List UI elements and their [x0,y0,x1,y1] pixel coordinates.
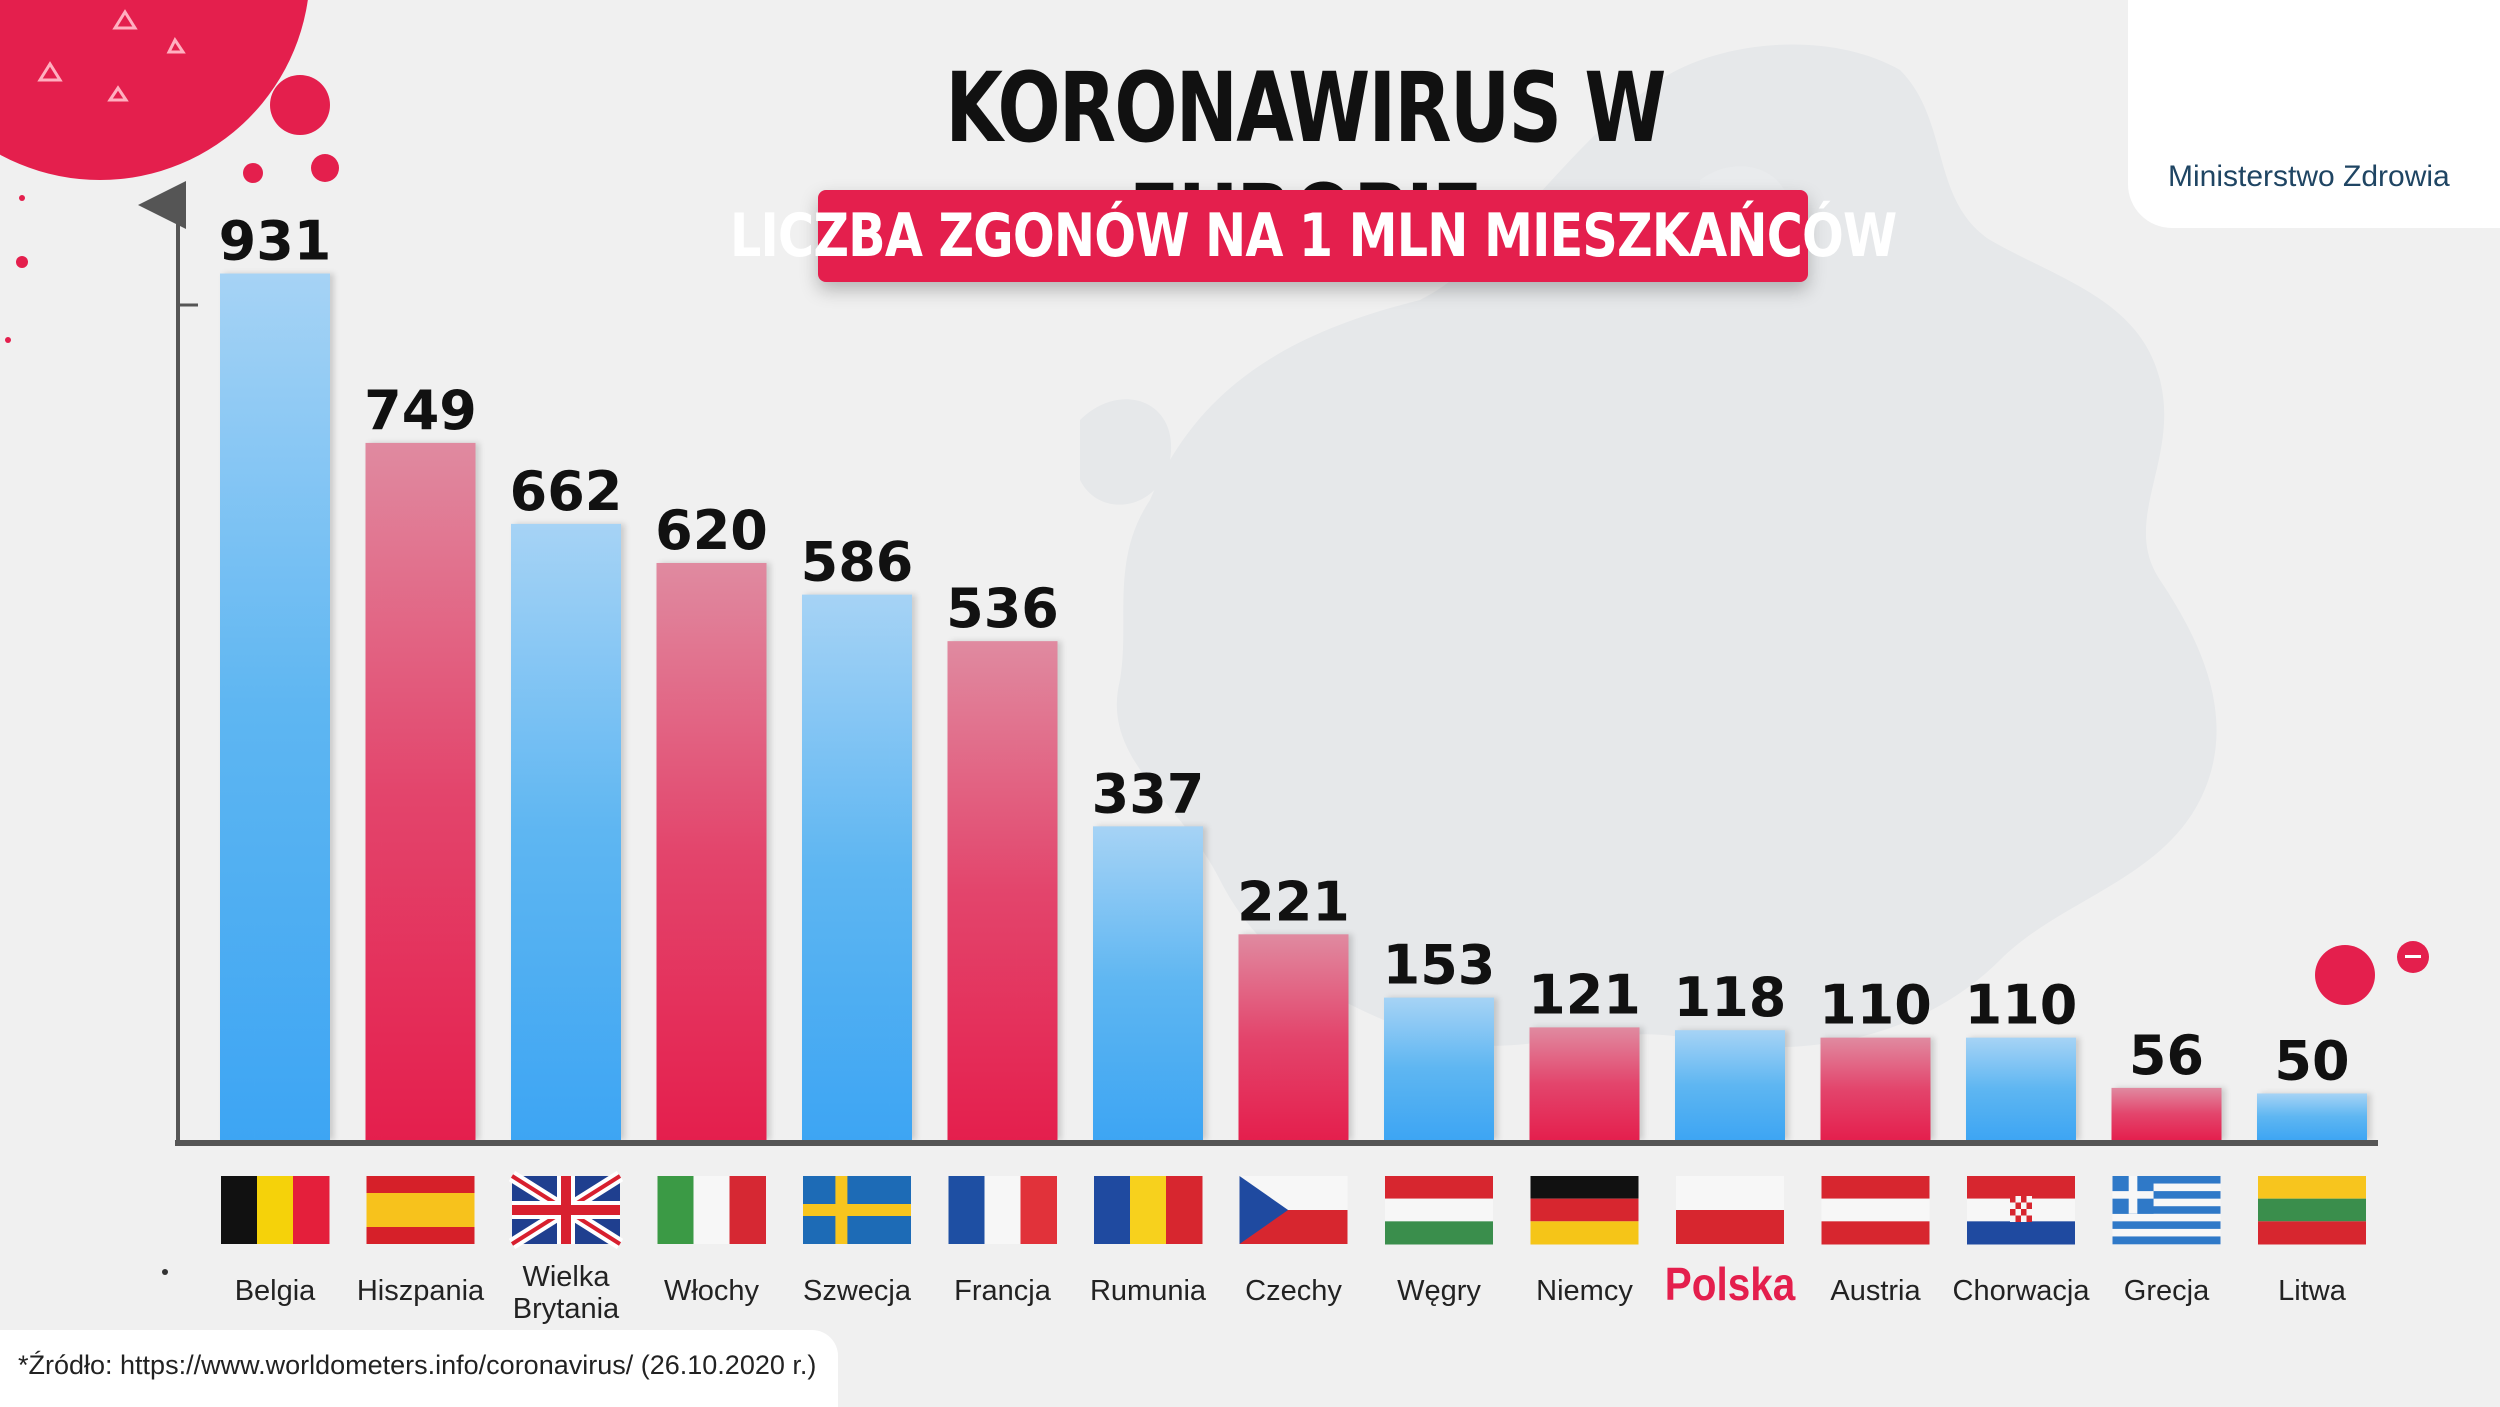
sweden-flag-icon [803,1176,911,1244]
value-label-spain: 749 [364,379,477,442]
bar-sweden [802,594,912,1140]
category-label-greece: Grecja [2124,1275,2210,1307]
category-label-romania: Rumunia [1090,1275,1207,1307]
croatia-flag-icon [1967,1176,2075,1245]
category-label-belgium: Belgia [235,1275,316,1307]
category-label-uk-line-2: Brytania [513,1293,620,1325]
category-label-germany: Niemcy [1536,1275,1633,1307]
italy-flag-icon [657,1176,766,1244]
france-flag-icon [948,1176,1057,1244]
value-label-italy: 620 [655,499,768,562]
subtitle-banner: LICZBA ZGONÓW NA 1 MLN MIESZKAŃCÓW [730,190,1897,282]
greece-flag-icon [2112,1176,2221,1245]
bar-austria [1820,1037,1931,1140]
austria-flag-icon [1821,1176,1930,1245]
bar-czech [1238,934,1349,1140]
value-label-croatia: 110 [1965,974,2078,1037]
value-label-sweden: 586 [801,531,914,594]
bar-romania [1093,826,1203,1140]
category-label-hungary: Węgry [1397,1275,1481,1307]
bar-lithuania [2257,1093,2367,1140]
spain-flag-icon [366,1176,475,1244]
bar-belgium [220,273,330,1140]
flags-group [221,1170,2366,1250]
category-label-italy: Włochy [664,1275,760,1307]
belgium-flag-icon [221,1176,330,1244]
category-label-uk-line-1: Wielka [522,1261,610,1293]
category-label-sweden: Szwecja [803,1275,912,1307]
bar-poland [1675,1030,1785,1140]
logo-name: Ministerstwo Zdrowia [2168,160,2450,193]
bar-uk [511,523,621,1140]
bar-spain [365,442,476,1140]
category-label-czech: Czechy [1245,1275,1342,1307]
category-label-france: Francja [954,1275,1052,1307]
uk-flag-icon [508,1170,624,1250]
bar-hungary [1384,997,1494,1140]
virus-decoration-bottom-right [2315,941,2429,1005]
value-label-uk: 662 [510,460,623,523]
stray-dot [162,1269,168,1275]
chart-subtitle: LICZBA ZGONÓW NA 1 MLN MIESZKAŃCÓW [729,201,1897,271]
value-label-france: 536 [946,577,1059,640]
category-label-spain: Hiszpania [357,1275,485,1307]
value-label-poland: 118 [1674,966,1787,1029]
bar-croatia [1966,1037,2076,1140]
bar-germany [1529,1027,1640,1140]
virus-decoration-top-left [0,0,339,343]
value-label-austria: 110 [1819,974,1932,1037]
value-label-romania: 337 [1092,762,1205,825]
logo-card [2128,0,2500,228]
source-note: *Źródło: https://www.worldometers.info/c… [18,1350,817,1380]
bar-france [947,641,1058,1140]
source-card [0,1330,838,1407]
category-label-lithuania: Litwa [2278,1275,2347,1307]
bar-greece [2111,1087,2222,1140]
bar-italy [656,562,767,1140]
czech-flag-icon [1239,1176,1348,1244]
value-label-germany: 121 [1528,963,1641,1026]
category-label-poland: Polska [1665,1260,1796,1311]
value-label-lithuania: 50 [2274,1029,2349,1092]
romania-flag-icon [1094,1176,1203,1244]
value-label-hungary: 153 [1383,934,1496,997]
hungary-flag-icon [1385,1176,1493,1245]
lithuania-flag-icon [2258,1176,2366,1245]
value-label-czech: 221 [1237,870,1350,933]
bars-group [220,273,2367,1140]
category-label-croatia: Chorwacja [1953,1275,2091,1307]
germany-flag-icon [1530,1176,1639,1245]
value-label-greece: 56 [2129,1024,2204,1087]
category-label-austria: Austria [1830,1275,1921,1307]
value-labels-group: 931 749 662 620 586 536 337 221 153 121 118 110 110 5… [219,210,2350,1093]
value-label-belgium: 931 [219,210,332,273]
poland-flag-icon [1676,1176,1784,1244]
